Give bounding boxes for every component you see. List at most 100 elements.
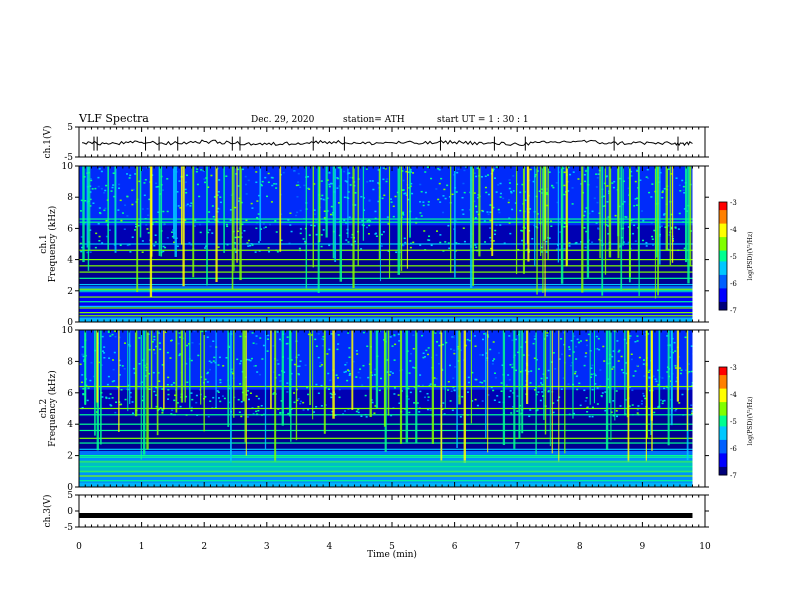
spectrogram-speckle [398, 402, 401, 404]
spectrogram-speckle [367, 376, 370, 379]
spectrogram-speckle [509, 390, 512, 392]
spectrogram-speckle [604, 391, 607, 393]
spectrogram-speckle [107, 331, 110, 334]
spectrogram-speckle [636, 197, 639, 200]
spectrogram-sferic [565, 166, 568, 267]
spectrogram-speckle [289, 224, 292, 226]
spectrogram-speckle [162, 245, 165, 248]
spectrogram-speckle [429, 383, 432, 385]
spectrogram-speckle [115, 401, 118, 404]
spectrogram-line-emission [79, 305, 693, 307]
spectrogram-sferic [515, 166, 518, 275]
spectrogram-speckle [315, 383, 318, 386]
spectrogram-speckle [91, 188, 94, 190]
spectrogram-speckle [499, 196, 502, 198]
colorbar-segment [719, 429, 727, 433]
spectrogram-sferic [200, 330, 202, 405]
spectrogram-speckle [212, 215, 215, 218]
spectrogram-sferic [270, 330, 272, 409]
spectrogram-speckle [139, 382, 142, 385]
spectrogram-speckle [461, 196, 464, 199]
spectrogram-speckle [475, 205, 478, 208]
spectrogram-speckle [280, 380, 283, 382]
spectrogram-sferic [312, 166, 315, 268]
spectrogram-sferic [383, 330, 386, 427]
colorbar-tick-label: -6 [730, 445, 737, 453]
spectrogram-speckle [346, 379, 349, 382]
spectrogram-speckle [642, 219, 645, 222]
spectrogram-speckle [491, 363, 494, 365]
spectrogram-speckle [119, 364, 122, 366]
spectrogram-speckle [494, 229, 497, 232]
spectrogram-speckle [380, 377, 383, 380]
spectrogram-speckle [359, 377, 362, 379]
y-tick-label: -5 [64, 153, 73, 163]
spectrogram-speckle [347, 408, 350, 410]
spectrogram-speckle [103, 346, 106, 348]
spectrogram-speckle [244, 175, 247, 178]
colorbar-segment [719, 464, 727, 468]
spectrogram-speckle [690, 370, 693, 373]
colorbar-segment [719, 218, 727, 222]
spectrogram-speckle [468, 339, 471, 342]
spectrogram-speckle [191, 342, 194, 344]
spectrogram-speckle [585, 339, 588, 342]
y-tick-label: 0 [67, 507, 73, 517]
spectrogram-sferic [189, 330, 191, 408]
spectrogram-speckle [489, 219, 492, 222]
spectrogram-speckle [607, 386, 610, 389]
spectrogram-speckle [539, 399, 542, 402]
spectrogram-speckle [280, 400, 283, 402]
spectrogram-speckle [217, 246, 220, 248]
spectrogram-speckle [508, 187, 511, 190]
spectrogram-speckle [297, 172, 300, 175]
spectrogram-speckle [563, 226, 566, 228]
spectrogram-speckle [297, 398, 300, 400]
colorbar-segment [719, 453, 727, 457]
spectrogram-speckle [404, 192, 407, 194]
spectrogram-speckle [161, 410, 164, 412]
spectrogram-speckle [106, 383, 109, 386]
spectrogram-speckle [267, 172, 270, 175]
spectrogram-sferic [215, 166, 218, 283]
spectrogram-speckle [97, 176, 100, 179]
spectrogram-sferic [610, 330, 612, 441]
spectrogram-speckle [81, 346, 84, 348]
spectrogram-speckle [435, 188, 438, 190]
spectrogram-sferic [397, 166, 400, 275]
spectrogram-speckle [492, 341, 495, 343]
spectrogram-speckle [635, 204, 638, 206]
spectrogram-speckle [447, 380, 450, 383]
spectrogram-speckle [595, 335, 598, 338]
spectrogram-speckle [490, 247, 493, 250]
spectrogram-speckle [315, 345, 318, 347]
colorbar-segment [719, 237, 727, 241]
spectrogram-speckle [421, 384, 424, 387]
spectrogram-speckle [268, 250, 271, 253]
y-tick-label: 0 [67, 483, 73, 493]
spectrogram-speckle [584, 400, 587, 402]
spectrogram-speckle [95, 232, 98, 235]
spectrogram-speckle [373, 412, 376, 414]
spectrogram-speckle [652, 244, 655, 246]
spectrogram-speckle [138, 363, 141, 365]
spectrogram-sferic [180, 166, 183, 245]
spectrogram-sferic [624, 330, 626, 416]
spectrogram-speckle [371, 180, 374, 182]
spectrogram-speckle [516, 395, 519, 397]
spectrogram-speckle [258, 241, 261, 243]
spectrogram-speckle [148, 348, 151, 351]
spectrogram-sferic [469, 166, 473, 289]
spectrogram-speckle [266, 350, 269, 352]
spectrogram-speckle [625, 216, 628, 218]
spectrogram-speckle [410, 352, 413, 355]
colorbar-segment [719, 456, 727, 460]
spectrogram-speckle [107, 375, 110, 378]
spectrogram-speckle [628, 405, 631, 407]
spectrogram-speckle [462, 213, 465, 215]
spectrogram-speckle [229, 219, 232, 222]
spectrogram-speckle [185, 191, 188, 194]
spectrogram-speckle [146, 228, 149, 230]
spectrogram-speckle [648, 376, 651, 378]
spectrogram-speckle [422, 201, 425, 203]
